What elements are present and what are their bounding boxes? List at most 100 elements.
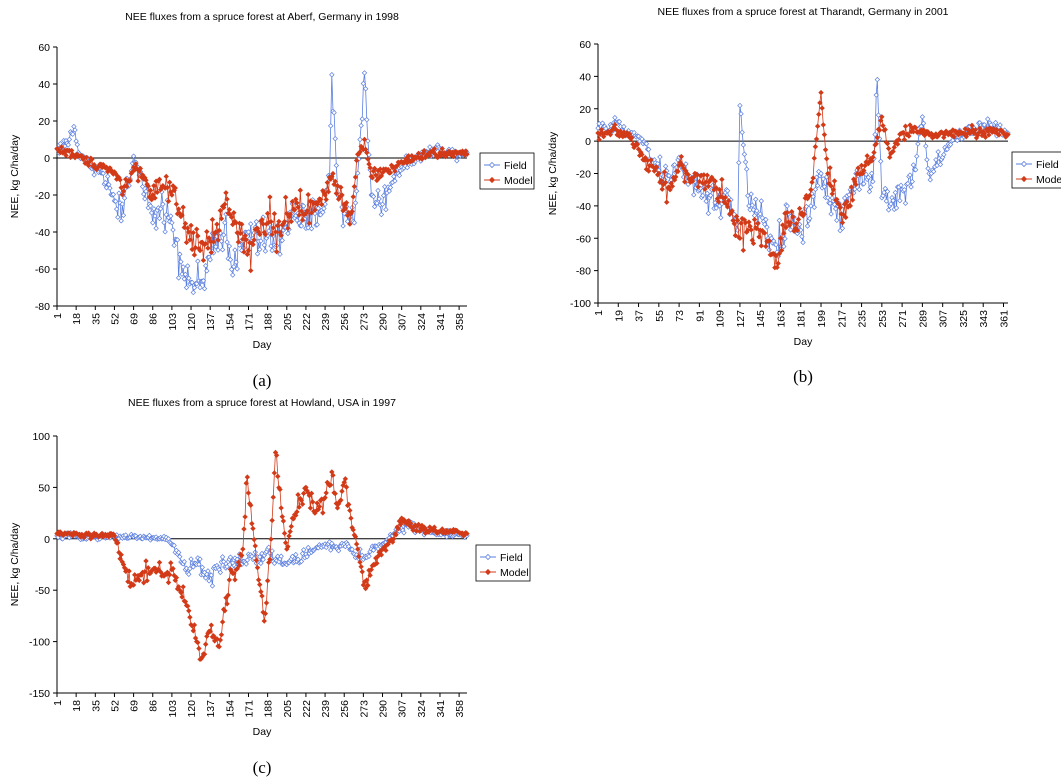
data-point-model: [339, 488, 345, 494]
data-point-model: [282, 194, 289, 200]
data-point-model: [144, 578, 150, 584]
data-point-model: [309, 499, 316, 505]
data-point-model: [334, 505, 341, 511]
data-point-field: [349, 546, 355, 553]
data-point-model: [221, 204, 227, 211]
data-point-model: [201, 651, 208, 657]
y-tick-label: -100: [570, 298, 591, 310]
data-point-field: [191, 285, 198, 291]
data-point-field: [379, 201, 386, 207]
data-point-model: [819, 105, 825, 111]
data-point-field: [401, 530, 407, 536]
x-tick-label: 1: [52, 313, 64, 319]
data-point-model: [357, 559, 363, 565]
data-point-model: [695, 184, 701, 190]
panel-caption: (b): [793, 367, 813, 386]
data-point-model: [626, 131, 633, 137]
data-point-field: [882, 185, 888, 192]
x-tick-label: 188: [263, 700, 275, 718]
data-point-field: [865, 174, 872, 181]
x-tick-label: 35: [90, 313, 102, 325]
x-tick-label: 307: [938, 310, 950, 328]
data-point-model: [267, 556, 273, 563]
x-tick-label: 163: [775, 310, 787, 328]
data-point-model: [308, 490, 315, 497]
data-point-model: [223, 190, 229, 196]
data-point-model: [264, 578, 271, 584]
data-point-model: [825, 170, 831, 177]
data-point-model: [193, 226, 200, 232]
data-point-model: [739, 215, 745, 222]
data-point-model: [858, 162, 865, 169]
data-point-model: [347, 507, 353, 514]
data-point-model: [139, 172, 146, 178]
legend-swatch-marker: [1020, 160, 1028, 168]
data-point-model: [352, 534, 359, 540]
x-tick-label: 239: [320, 700, 332, 718]
data-point-field: [856, 186, 863, 193]
data-point-model: [299, 501, 306, 507]
data-point-model: [801, 211, 807, 217]
data-point-field: [232, 247, 238, 253]
data-point-field: [869, 170, 875, 177]
data-point-model: [871, 149, 877, 156]
y-axis-label: NEE, kg C/ha/day: [9, 522, 21, 606]
data-point-field: [353, 188, 360, 194]
data-point-field: [227, 257, 234, 263]
data-point-field: [875, 112, 882, 118]
legend-box: [479, 152, 535, 190]
data-point-model: [750, 240, 757, 247]
data-point-model: [236, 562, 243, 569]
data-point-model: [725, 198, 732, 204]
data-point-field: [762, 221, 768, 227]
data-point-model: [118, 552, 124, 558]
data-point-model: [136, 577, 142, 584]
data-point-field: [187, 565, 193, 572]
data-point-model: [356, 553, 362, 560]
data-point-field: [885, 207, 892, 213]
data-point-model: [115, 540, 121, 546]
data-point-model: [120, 188, 127, 194]
data-point-field: [190, 289, 196, 296]
data-point-field: [260, 556, 266, 563]
data-point-model: [234, 230, 240, 236]
x-tick-label: 325: [958, 310, 970, 328]
data-point-model: [298, 497, 305, 503]
data-point-field: [351, 220, 358, 226]
data-point-field: [243, 561, 249, 567]
data-point-model: [190, 229, 196, 236]
data-point-model: [328, 482, 334, 488]
data-point-field: [724, 188, 731, 194]
data-point-field: [784, 203, 790, 209]
data-point-field: [662, 163, 669, 169]
data-point-model: [996, 132, 1002, 138]
data-point-model: [762, 230, 768, 236]
data-point-field: [782, 236, 788, 242]
data-point-model: [829, 191, 835, 197]
data-point-model: [353, 157, 360, 164]
y-tick-label: -80: [576, 266, 591, 278]
legend-entry-field: Field: [1036, 159, 1059, 171]
data-point-model: [157, 569, 164, 575]
data-point-model: [207, 238, 213, 244]
data-point-field: [248, 221, 254, 227]
chart-panel-1: NEE fluxes from a spruce forest at Thara…: [547, 6, 1061, 386]
data-point-model: [823, 156, 830, 162]
data-point-field: [217, 569, 224, 576]
x-tick-label: 307: [397, 700, 409, 718]
x-axis-label: Day: [253, 726, 272, 738]
y-tick-label: -40: [576, 201, 591, 213]
data-point-model: [827, 165, 833, 171]
data-point-model: [259, 593, 265, 599]
data-point-model: [231, 209, 237, 216]
data-point-field: [909, 178, 915, 185]
data-point-model: [696, 178, 703, 185]
data-point-field: [161, 219, 167, 226]
data-point-field: [901, 187, 908, 193]
data-point-field: [925, 165, 931, 172]
data-point-field: [177, 553, 183, 560]
data-point-field: [382, 184, 388, 190]
x-tick-label: 199: [816, 310, 828, 328]
data-point-model: [196, 645, 202, 652]
data-point-field: [207, 257, 213, 263]
